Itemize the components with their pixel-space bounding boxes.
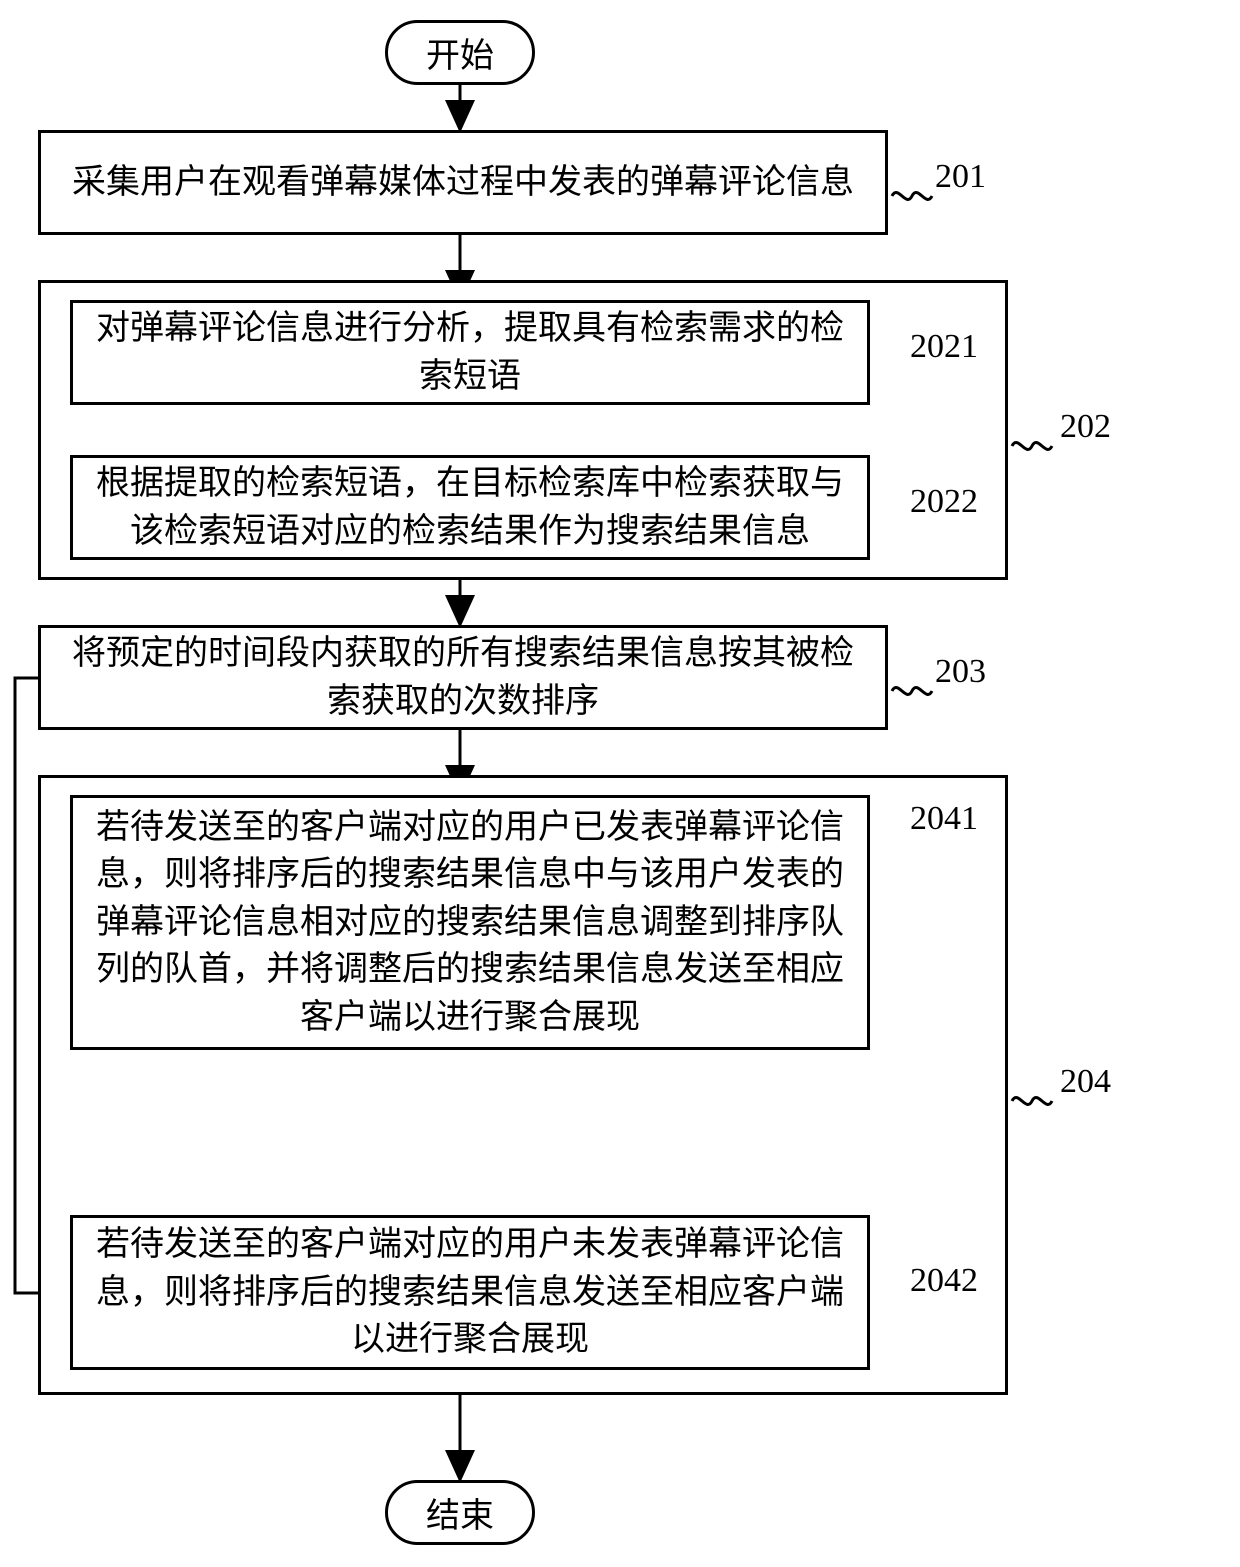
step-203-text: 将预定的时间段内获取的所有搜索结果信息按其被检索获取的次数排序: [61, 630, 865, 725]
start-label: 开始: [426, 28, 494, 77]
flowchart-canvas: 开始 采集用户在观看弹幕媒体过程中发表的弹幕评论信息 对弹幕评论信息进行分析，提…: [0, 0, 1240, 1567]
end-terminator: 结束: [385, 1480, 535, 1545]
label-201: 201: [935, 158, 986, 196]
step-2042: 若待发送至的客户端对应的用户未发表弹幕评论信息，则将排序后的搜索结果信息发送至相…: [70, 1215, 870, 1370]
label-203: 203: [935, 653, 986, 691]
label-2021: 2021: [910, 328, 978, 366]
start-terminator: 开始: [385, 20, 535, 85]
label-2042: 2042: [910, 1262, 978, 1300]
step-2041-text: 若待发送至的客户端对应的用户已发表弹幕评论信息，则将排序后的搜索结果信息中与该用…: [93, 804, 847, 1042]
step-201-text: 采集用户在观看弹幕媒体过程中发表的弹幕评论信息: [72, 159, 854, 207]
label-202: 202: [1060, 408, 1111, 446]
step-2042-text: 若待发送至的客户端对应的用户未发表弹幕评论信息，则将排序后的搜索结果信息发送至相…: [93, 1221, 847, 1364]
label-204: 204: [1060, 1063, 1111, 1101]
step-203: 将预定的时间段内获取的所有搜索结果信息按其被检索获取的次数排序: [38, 625, 888, 730]
label-2041: 2041: [910, 800, 978, 838]
step-2022-text: 根据提取的检索短语，在目标检索库中检索获取与该检索短语对应的检索结果作为搜索结果…: [93, 460, 847, 555]
step-2041: 若待发送至的客户端对应的用户已发表弹幕评论信息，则将排序后的搜索结果信息中与该用…: [70, 795, 870, 1050]
step-201: 采集用户在观看弹幕媒体过程中发表的弹幕评论信息: [38, 130, 888, 235]
step-2021-text: 对弹幕评论信息进行分析，提取具有检索需求的检索短语: [93, 305, 847, 400]
label-2022: 2022: [910, 483, 978, 521]
step-2021: 对弹幕评论信息进行分析，提取具有检索需求的检索短语: [70, 300, 870, 405]
step-2022: 根据提取的检索短语，在目标检索库中检索获取与该检索短语对应的检索结果作为搜索结果…: [70, 455, 870, 560]
end-label: 结束: [426, 1488, 494, 1537]
